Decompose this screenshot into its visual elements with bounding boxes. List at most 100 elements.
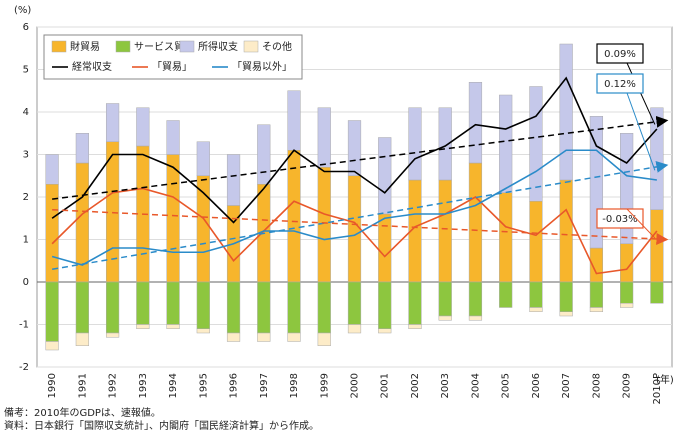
legend-label: サービス貿易	[134, 41, 194, 53]
bar-segment	[287, 281, 301, 334]
x-tick-label: 1992	[108, 373, 119, 398]
bar-segment	[136, 281, 150, 325]
bar-segment	[105, 141, 120, 283]
bar-segment	[226, 332, 241, 342]
bar-segment	[257, 124, 271, 185]
bar-segment	[226, 154, 241, 206]
x-tick-label: 2007	[561, 373, 572, 398]
bar-segment	[559, 311, 573, 317]
annotation-box	[596, 43, 644, 64]
bar-segment	[257, 332, 271, 342]
x-tick-label: 1997	[259, 373, 270, 398]
bar-segment	[136, 324, 150, 329]
x-tick-label: 2001	[380, 373, 391, 398]
legend-label: 経常収支	[72, 60, 112, 73]
bar-segment	[317, 281, 331, 334]
bar-segment	[438, 281, 452, 317]
legend-box	[43, 34, 303, 80]
bar-segment	[196, 141, 210, 176]
bar-segment	[499, 94, 513, 193]
bar-segment	[136, 107, 150, 147]
x-tick-label: 2006	[531, 373, 542, 398]
legend-swatch	[51, 40, 67, 53]
annotation-leader	[626, 62, 656, 125]
bar-segment	[45, 281, 59, 342]
note: 資料：日本銀行「国際収支統計」、内閣府「国民経済計算」から作成。	[4, 419, 319, 432]
bar-segment	[529, 307, 543, 312]
bar-segment	[105, 281, 120, 334]
bar-segment	[287, 90, 301, 151]
bar-segment	[75, 332, 89, 346]
annotation: 0.12%	[604, 79, 636, 90]
bar-segment	[287, 332, 301, 342]
legend-swatch	[243, 40, 259, 53]
bar-segment	[408, 324, 422, 329]
bar-segment	[438, 179, 452, 283]
line-series	[51, 187, 658, 275]
y-tick-label: 1	[23, 235, 29, 246]
annotation-box	[596, 73, 644, 94]
bar-segment	[468, 281, 483, 317]
line-series	[51, 76, 658, 224]
trend-line	[52, 115, 669, 200]
x-tick-label: 2010P	[652, 373, 663, 404]
bar-segment	[620, 281, 634, 304]
bar-segment	[468, 162, 483, 283]
y-tick-label: 0	[23, 277, 29, 288]
bar-segment	[226, 281, 241, 334]
bar-segment	[378, 328, 392, 334]
legend-label: 財貿易	[70, 40, 100, 53]
y-tick-label: 5	[23, 65, 29, 76]
bar-segment	[529, 86, 543, 202]
x-tick-label: 2000	[350, 373, 361, 398]
bar-segment	[589, 307, 604, 312]
bar-segment	[105, 332, 120, 338]
bar-segment	[589, 281, 604, 308]
bar-segment	[650, 209, 664, 283]
y-tick-label: 3	[23, 150, 29, 161]
bar-segment	[529, 281, 543, 308]
bar-segment	[559, 281, 573, 312]
legend-swatch	[179, 40, 195, 53]
bar-segment	[317, 332, 331, 346]
x-tick-label: 1998	[289, 373, 300, 398]
bar-segment	[620, 303, 634, 308]
trend-line	[51, 160, 669, 270]
x-tick-label: 1995	[198, 373, 209, 398]
trend-line	[52, 209, 669, 245]
x-tick-label: 2005	[501, 373, 512, 398]
legend-label: 「貿易以外」	[232, 61, 292, 73]
bar-segment	[438, 107, 452, 181]
x-tick-label: 2002	[410, 373, 421, 398]
bar-segment	[166, 281, 180, 325]
legend-label: 「貿易」	[152, 61, 192, 73]
legend-swatch	[115, 40, 131, 53]
bar-segment	[45, 341, 59, 351]
y-tick-label: 6	[23, 22, 29, 33]
bar-segment	[257, 281, 271, 334]
line-series	[51, 149, 657, 266]
x-tick-label: 2008	[591, 373, 602, 398]
x-tick-label: 1991	[77, 373, 88, 398]
bar-segment	[287, 150, 301, 283]
bar-segment	[105, 103, 120, 142]
bar-segment	[166, 154, 180, 283]
x-tick-label: 1994	[168, 373, 179, 398]
bar-segment	[196, 281, 210, 329]
bar-segment	[499, 192, 513, 283]
bar-segment	[559, 43, 573, 181]
legend-label: 所得収支	[198, 41, 238, 53]
bar-segment	[196, 175, 210, 283]
y-tick-label: 4	[23, 107, 29, 118]
y-tick-label: -1	[19, 320, 29, 331]
note: 備考：2010年のGDPは、速報値。	[4, 406, 161, 419]
bar-segment	[468, 315, 483, 321]
bar-segment	[317, 107, 331, 168]
bar-segment	[408, 281, 422, 325]
bar-segment	[166, 324, 180, 329]
bar-segment	[529, 201, 543, 283]
bar-segment	[347, 281, 362, 325]
bar-segment	[408, 107, 422, 181]
annotation: -0.03%	[602, 214, 637, 225]
